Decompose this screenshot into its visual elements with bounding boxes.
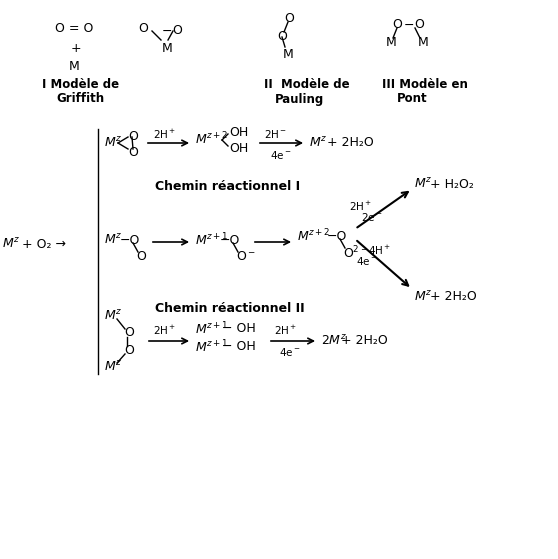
Text: 2$M^z$: 2$M^z$	[321, 334, 347, 348]
Text: 2H$^-$: 2H$^-$	[264, 128, 287, 140]
Text: −: −	[404, 18, 415, 31]
Text: M: M	[162, 41, 173, 54]
Text: $M^{z+1}$: $M^{z+1}$	[195, 321, 229, 337]
Text: Chemin réactionnel II: Chemin réactionnel II	[155, 302, 305, 315]
Text: I Modèle de: I Modèle de	[42, 78, 119, 92]
Text: Pauling: Pauling	[275, 92, 324, 106]
Text: O = O: O = O	[55, 22, 93, 36]
Text: O: O	[124, 326, 134, 339]
Text: $M^{z+1}$: $M^{z+1}$	[195, 231, 229, 248]
Text: $M^z$: $M^z$	[309, 136, 328, 150]
Text: − OH: − OH	[222, 340, 256, 353]
Text: $M^{z+2}$: $M^{z+2}$	[195, 131, 229, 148]
Text: Pont: Pont	[397, 92, 427, 106]
Text: M: M	[283, 49, 294, 61]
Text: + 2H₂O: + 2H₂O	[430, 291, 477, 304]
Text: + H₂O₂: + H₂O₂	[430, 178, 474, 191]
Text: 4e$^-$: 4e$^-$	[279, 346, 301, 358]
Text: + O₂ →: + O₂ →	[22, 238, 66, 250]
Text: $M^z$: $M^z$	[414, 290, 432, 304]
Text: − OH: − OH	[222, 323, 256, 335]
Text: 2H$^+$: 2H$^+$	[274, 324, 297, 337]
Text: O: O	[172, 25, 182, 37]
Text: $M^{z+1}$: $M^{z+1}$	[195, 339, 229, 356]
Text: $M^z$: $M^z$	[414, 177, 432, 191]
Text: + 2H₂O: + 2H₂O	[341, 334, 388, 348]
Text: O: O	[277, 30, 287, 42]
Text: −O: −O	[220, 234, 240, 247]
Text: $M^{z+2}$: $M^{z+2}$	[297, 228, 330, 244]
Text: O: O	[136, 249, 146, 263]
Text: O: O	[284, 12, 294, 26]
Text: OH: OH	[229, 126, 248, 139]
Text: Griffith: Griffith	[56, 92, 104, 106]
Text: O: O	[138, 22, 148, 36]
Text: $M^z$: $M^z$	[104, 136, 122, 150]
Text: OH: OH	[229, 141, 248, 154]
Text: −O: −O	[120, 234, 141, 247]
Text: −O: −O	[327, 230, 348, 243]
Text: O$^-$: O$^-$	[236, 249, 256, 263]
Text: 2e$^-$: 2e$^-$	[361, 211, 383, 223]
Text: O: O	[128, 146, 138, 159]
Text: $M^z$: $M^z$	[104, 233, 122, 247]
Text: 4e$^-$: 4e$^-$	[356, 255, 378, 267]
Text: O$^{2-}$: O$^{2-}$	[343, 245, 369, 261]
Text: Chemin réactionnel I: Chemin réactionnel I	[155, 179, 300, 192]
Text: $M^z$: $M^z$	[2, 237, 21, 251]
Text: 4H$^+$: 4H$^+$	[368, 244, 391, 257]
Text: 2H$^+$: 2H$^+$	[349, 200, 372, 212]
Text: + 2H₂O: + 2H₂O	[327, 136, 374, 149]
Text: O: O	[128, 130, 138, 144]
Text: III Modèle en: III Modèle en	[382, 78, 468, 92]
Text: $M^z$: $M^z$	[104, 360, 122, 374]
Text: M: M	[69, 59, 80, 73]
Text: 2H$^+$: 2H$^+$	[153, 324, 176, 337]
Text: +: +	[71, 41, 81, 54]
Text: O: O	[392, 18, 402, 31]
Text: 2H$^+$: 2H$^+$	[153, 127, 176, 140]
Text: O: O	[124, 344, 134, 358]
Text: 4e$^-$: 4e$^-$	[270, 149, 292, 161]
Text: $M^z$: $M^z$	[104, 309, 122, 323]
Text: M: M	[386, 36, 397, 49]
Text: −: −	[162, 25, 172, 37]
Text: II  Modèle de: II Modèle de	[264, 78, 350, 92]
Text: O: O	[414, 18, 424, 31]
Text: M: M	[418, 36, 429, 49]
